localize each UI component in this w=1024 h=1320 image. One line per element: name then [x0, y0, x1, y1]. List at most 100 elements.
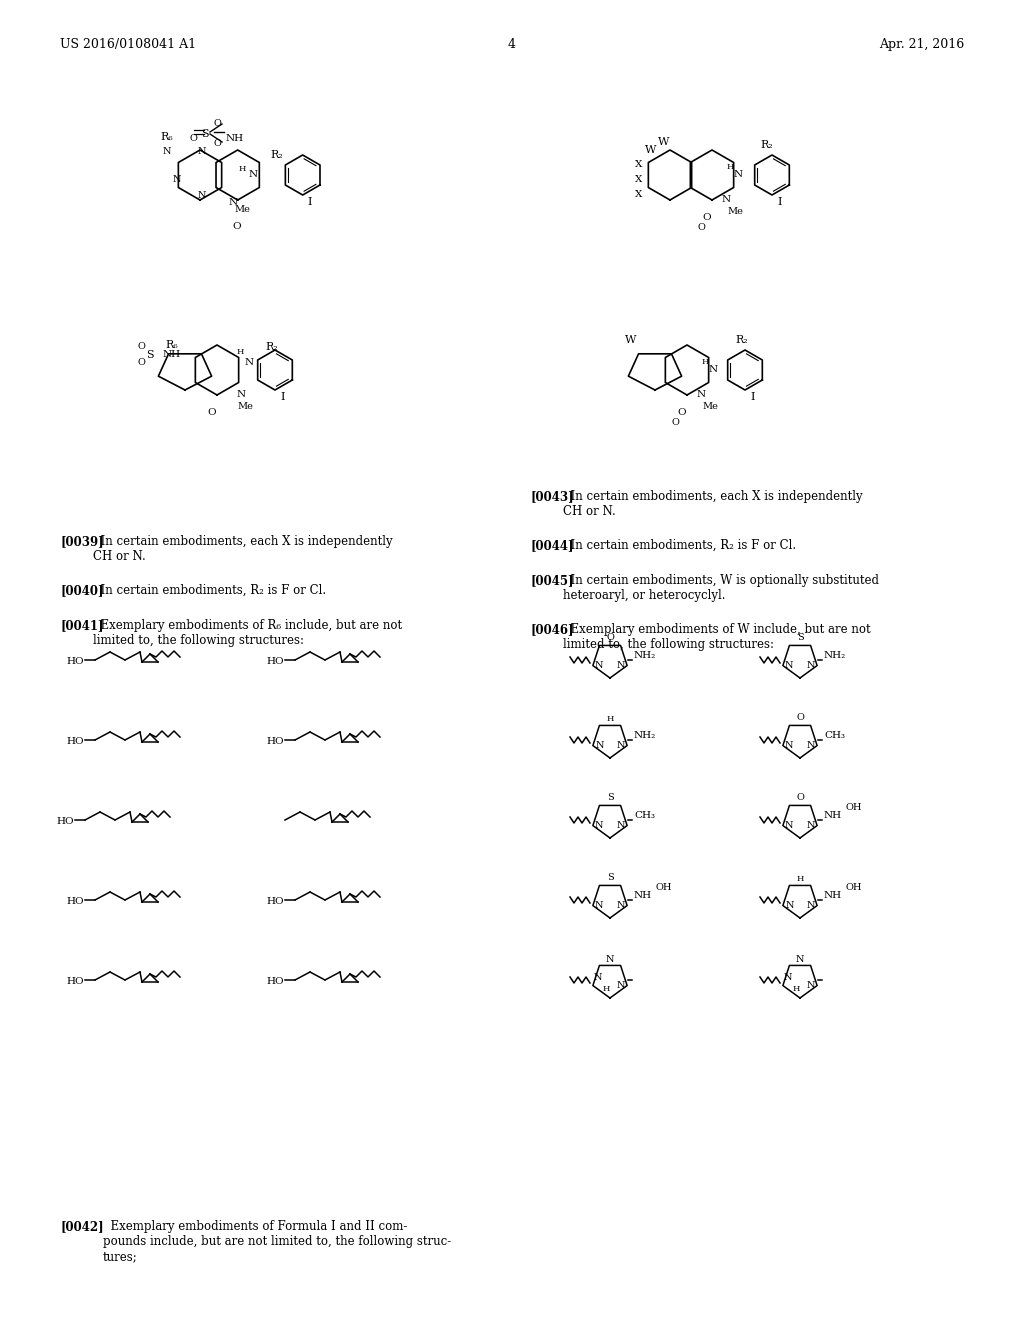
Text: HO: HO: [266, 738, 284, 747]
Text: R₂: R₂: [735, 335, 748, 345]
Text: O: O: [137, 358, 144, 367]
Text: Me: Me: [234, 205, 251, 214]
Text: N: N: [245, 358, 254, 367]
Text: N: N: [616, 902, 625, 911]
Text: NH: NH: [824, 810, 842, 820]
Text: O: O: [207, 408, 216, 417]
Text: 4: 4: [508, 38, 516, 51]
Text: Me: Me: [237, 403, 253, 411]
Text: N: N: [697, 389, 707, 399]
Text: N: N: [198, 191, 206, 201]
Text: R₆: R₆: [160, 132, 173, 143]
Text: S: S: [797, 634, 804, 643]
Text: OH: OH: [655, 883, 672, 892]
Text: N: N: [785, 661, 794, 671]
Text: In certain embodiments, each X is independently
CH or N.: In certain embodiments, each X is indepe…: [93, 535, 392, 564]
Text: N: N: [807, 821, 815, 830]
Text: O: O: [606, 634, 614, 643]
Text: R₂: R₂: [760, 140, 773, 150]
Text: Me: Me: [702, 403, 718, 411]
Text: Me: Me: [727, 207, 742, 216]
Text: N: N: [785, 742, 794, 751]
Text: X: X: [635, 190, 642, 199]
Text: Exemplary embodiments of Formula I and II com-
pounds include, but are not limit: Exemplary embodiments of Formula I and I…: [103, 1220, 452, 1263]
Text: [0043]: [0043]: [530, 490, 573, 503]
Text: O: O: [697, 223, 705, 232]
Text: O: O: [232, 222, 242, 231]
Text: I: I: [307, 197, 312, 207]
Text: Exemplary embodiments of R₆ include, but are not
limited to, the following struc: Exemplary embodiments of R₆ include, but…: [93, 619, 402, 647]
Text: HO: HO: [67, 978, 84, 986]
Text: NH₂: NH₂: [824, 651, 846, 660]
Text: O: O: [213, 140, 221, 149]
Text: N: N: [616, 661, 625, 671]
Text: S: S: [606, 874, 613, 883]
Text: HO: HO: [67, 898, 84, 907]
Text: N: N: [595, 741, 603, 750]
Text: N: N: [806, 981, 815, 990]
Text: H: H: [603, 985, 610, 993]
Text: N: N: [595, 661, 603, 671]
Text: N: N: [806, 900, 815, 909]
Text: H: H: [606, 715, 613, 723]
Text: W: W: [625, 335, 636, 345]
Text: HO: HO: [266, 657, 284, 667]
Text: NH: NH: [824, 891, 842, 899]
Text: I: I: [750, 392, 755, 403]
Text: N: N: [807, 742, 815, 751]
Text: X: X: [635, 160, 642, 169]
Text: R₂: R₂: [270, 150, 284, 160]
Text: N: N: [734, 170, 743, 180]
Text: In certain embodiments, each X is independently
CH or N.: In certain embodiments, each X is indepe…: [563, 490, 862, 517]
Text: O: O: [137, 342, 144, 351]
Text: S: S: [606, 793, 613, 803]
Text: CH₃: CH₃: [634, 810, 655, 820]
Text: R₆: R₆: [165, 341, 178, 350]
Text: In certain embodiments, R₂ is F or Cl.: In certain embodiments, R₂ is F or Cl.: [93, 583, 326, 597]
Text: O: O: [796, 714, 804, 722]
Text: H: H: [702, 358, 710, 366]
Text: N: N: [796, 954, 804, 964]
Text: In certain embodiments, R₂ is F or Cl.: In certain embodiments, R₂ is F or Cl.: [563, 539, 796, 552]
Text: Apr. 21, 2016: Apr. 21, 2016: [879, 38, 964, 51]
Text: OH: OH: [845, 804, 861, 813]
Text: N: N: [722, 195, 731, 205]
Text: N: N: [785, 900, 794, 909]
Text: [0046]: [0046]: [530, 623, 573, 636]
Text: N: N: [709, 366, 718, 374]
Text: N: N: [807, 661, 815, 671]
Text: N: N: [595, 821, 603, 830]
Text: H: H: [793, 985, 800, 993]
Text: H: H: [797, 875, 804, 883]
Text: O: O: [702, 213, 711, 222]
Text: N: N: [237, 389, 246, 399]
Text: N: N: [616, 741, 625, 750]
Text: S: S: [201, 129, 209, 139]
Text: N: N: [163, 148, 171, 157]
Text: [0040]: [0040]: [60, 583, 103, 597]
Text: NH: NH: [226, 135, 244, 143]
Text: I: I: [280, 392, 285, 403]
Text: O: O: [677, 408, 686, 417]
Text: S: S: [146, 350, 154, 360]
Text: O: O: [796, 793, 804, 803]
Text: N: N: [173, 176, 181, 185]
Text: HO: HO: [67, 738, 84, 747]
Text: US 2016/0108041 A1: US 2016/0108041 A1: [60, 38, 197, 51]
Text: N: N: [606, 954, 614, 964]
Text: [0041]: [0041]: [60, 619, 103, 632]
Text: I: I: [777, 197, 781, 207]
Text: HO: HO: [266, 898, 284, 907]
Text: W: W: [645, 145, 656, 154]
Text: NH₂: NH₂: [634, 651, 656, 660]
Text: X: X: [635, 176, 642, 183]
Text: O: O: [672, 418, 680, 426]
Text: R₂: R₂: [265, 342, 278, 352]
Text: N: N: [783, 974, 792, 982]
Text: N: N: [595, 902, 603, 911]
Text: N: N: [198, 148, 206, 157]
Text: N: N: [248, 170, 257, 180]
Text: OH: OH: [845, 883, 861, 892]
Text: Exemplary embodiments of W include, but are not
limited to, the following struct: Exemplary embodiments of W include, but …: [563, 623, 870, 651]
Text: [0045]: [0045]: [530, 574, 573, 587]
